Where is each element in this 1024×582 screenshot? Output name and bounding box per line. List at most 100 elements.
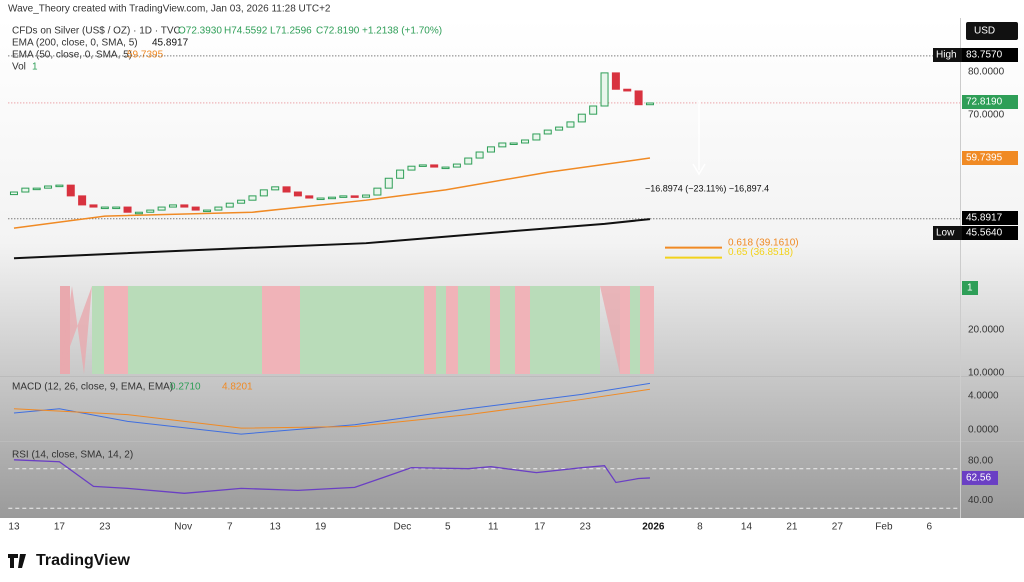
volume-band	[620, 286, 630, 374]
rsi-tick: 40.00	[968, 495, 993, 506]
candle-body	[21, 187, 30, 193]
x-tick-label: 17	[534, 522, 546, 533]
candle-body	[271, 186, 280, 191]
price-tag: 45.5640	[966, 228, 1003, 239]
candle-body	[9, 191, 18, 196]
candle-body	[362, 194, 371, 198]
candle-body	[214, 206, 223, 211]
logo: TradingView	[36, 552, 131, 569]
candle-body	[430, 164, 439, 168]
candle-body	[237, 199, 246, 204]
candle-body	[600, 72, 609, 107]
macd-tick: 4.0000	[968, 391, 999, 402]
volume-band	[640, 286, 654, 374]
x-tick-label: Nov	[174, 522, 192, 533]
x-tick-label: 8	[697, 522, 703, 533]
candle-body	[305, 195, 314, 199]
ohlc: O72.3930	[178, 26, 222, 37]
currency-box[interactable]	[966, 22, 1018, 40]
candle-body	[521, 139, 530, 144]
x-tick-label: 6	[927, 522, 933, 533]
x-tick-label: 27	[832, 522, 844, 533]
legend-entry: Vol	[12, 62, 26, 73]
volume-tag: 1	[967, 283, 973, 294]
x-tick-label: 13	[8, 522, 20, 533]
pane-divider	[0, 441, 1024, 442]
ohlc: L71.2596	[270, 26, 312, 37]
candle-body	[645, 102, 654, 106]
volume-band	[500, 286, 515, 374]
candle-body	[89, 204, 98, 208]
candle-body	[259, 189, 268, 197]
legend-value: 59.7395	[127, 50, 164, 61]
x-tick-label: 14	[741, 522, 753, 533]
volume-tag-bg	[962, 281, 978, 295]
price-tag: 59.7395	[966, 153, 1003, 164]
axis-divider	[960, 18, 961, 518]
candle-body	[373, 187, 382, 196]
price-tag-bg	[962, 151, 1018, 165]
logo-icon	[8, 554, 26, 568]
price-tag-name: Low	[936, 228, 955, 239]
ohlc: H74.5592	[224, 26, 268, 37]
candle-body	[418, 164, 427, 167]
rsi-line	[13, 459, 650, 494]
x-tick-label: Feb	[875, 522, 893, 533]
x-tick-label: Dec	[393, 522, 411, 533]
candle-body	[55, 184, 64, 188]
measure-label: −16.8974 (−23.11%) −16,897.4	[645, 183, 769, 193]
candle-body	[475, 151, 484, 159]
candle-body	[225, 202, 234, 208]
line	[13, 388, 651, 429]
candle-body	[157, 206, 166, 211]
x-tick-label: 23	[99, 522, 111, 533]
line	[13, 382, 651, 435]
rsi-legend: RSI (14, close, SMA, 14, 2)	[12, 450, 133, 461]
price-tag-name-bg	[933, 226, 963, 240]
candle-body	[577, 113, 586, 123]
candle-body	[203, 209, 212, 213]
candle-body	[100, 206, 109, 210]
candle-body	[146, 209, 155, 213]
candle-body	[543, 129, 552, 135]
candle-body	[32, 187, 41, 191]
candle-body	[78, 195, 87, 206]
candle-body	[339, 195, 348, 198]
volume-band	[128, 286, 262, 374]
candle-body	[191, 206, 200, 211]
y-tick-label: 70.0000	[968, 110, 1005, 121]
x-tick-label: 17	[54, 522, 66, 533]
candle-body	[44, 185, 53, 189]
candle-body	[452, 163, 461, 168]
price-tag: 72.8190	[966, 97, 1003, 108]
legend-entry: EMA (200, close, 0, SMA, 5)	[12, 38, 138, 49]
volume-band	[458, 286, 490, 374]
x-tick-label: 5	[445, 522, 451, 533]
x-tick-label: 23	[580, 522, 592, 533]
currency: USD	[974, 26, 995, 37]
candle-body	[396, 169, 405, 179]
candle-body	[464, 157, 473, 165]
ohlc: C72.8190	[316, 26, 360, 37]
y-tick-label: 80.0000	[968, 67, 1005, 78]
volume-band	[530, 286, 600, 374]
candle-body	[282, 186, 291, 193]
volume-tick: 10.0000	[968, 368, 1005, 379]
candle-body	[350, 195, 359, 198]
price-tag-name: High	[936, 50, 957, 61]
rsi-tag: 62.56	[966, 473, 991, 484]
x-tick-label: 2026	[642, 522, 665, 533]
price-tag: 83.7570	[966, 50, 1003, 61]
candle-body	[407, 165, 416, 171]
ohlc: +1.2138 (+1.70%)	[362, 26, 442, 37]
candle-body	[634, 90, 643, 106]
candle-body	[293, 191, 302, 197]
chart-background	[0, 18, 1024, 518]
candle-body	[134, 211, 143, 215]
candle-body	[623, 88, 632, 92]
author: Wave_Theory created with TradingView.com…	[8, 4, 331, 15]
x-tick-label: 13	[270, 522, 282, 533]
candle-body	[532, 133, 541, 141]
pane-divider	[0, 376, 1024, 377]
macd-legend: MACD (12, 26, close, 9, EMA, EMA)	[12, 382, 173, 393]
